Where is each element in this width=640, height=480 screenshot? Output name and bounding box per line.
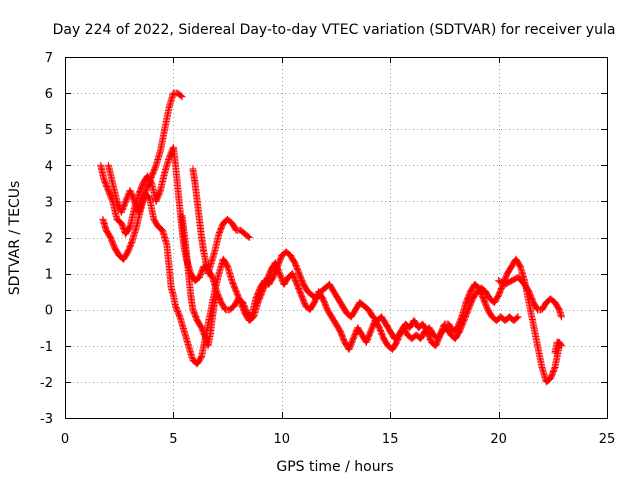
y-tick-label: -1 <box>40 340 53 355</box>
axes: 0 5 10 15 20 25 -3 -2 -1 0 1 2 3 4 5 6 7 <box>40 51 615 447</box>
y-tick-label: 6 <box>45 87 53 102</box>
data-track-2 <box>99 190 522 368</box>
y-tick-label: -2 <box>40 376 53 391</box>
x-tick-label: 25 <box>599 432 616 447</box>
x-tick-label: 5 <box>169 432 177 447</box>
y-axis-label: SDTVAR / TECUs <box>7 181 23 296</box>
data-track-5 <box>189 165 253 278</box>
y-tick-label: 1 <box>45 268 53 283</box>
x-tick-label: 10 <box>274 432 291 447</box>
grid-lines <box>65 57 607 418</box>
y-tick-label: -3 <box>40 412 53 427</box>
x-axis-label: GPS time / hours <box>276 459 393 475</box>
chart-title: Day 224 of 2022, Sidereal Day-to-day VTE… <box>53 22 616 38</box>
y-tick-label: 3 <box>45 195 53 210</box>
data-track-7 <box>551 338 565 357</box>
data-track-3 <box>104 89 186 216</box>
y-tick-label: 7 <box>45 51 53 66</box>
data-track-4 <box>178 212 221 350</box>
data-series <box>97 89 565 386</box>
x-tick-label: 0 <box>61 432 69 447</box>
x-tick-label: 15 <box>382 432 399 447</box>
y-tick-label: 2 <box>45 232 53 247</box>
y-tick-label: 0 <box>45 304 53 319</box>
y-tick-label: 5 <box>45 123 53 138</box>
x-tick-label: 20 <box>490 432 507 447</box>
data-track-6 <box>495 273 565 321</box>
y-tick-label: 4 <box>45 159 53 174</box>
plot-frame <box>65 57 608 419</box>
